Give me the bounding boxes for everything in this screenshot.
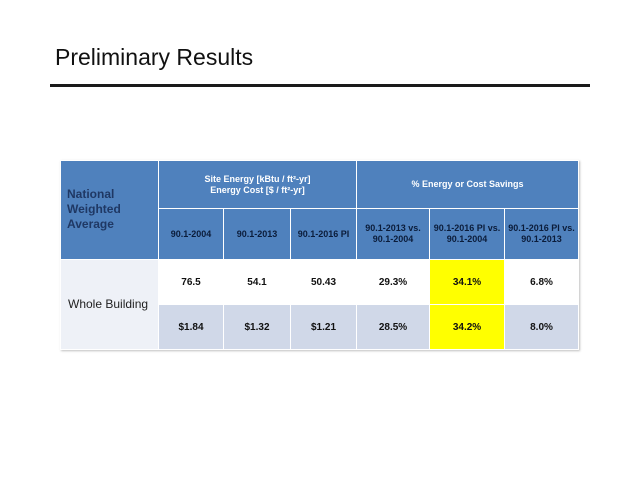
table-cell: $1.32 — [223, 304, 291, 350]
title-underline — [50, 84, 590, 87]
row-label: Whole Building — [60, 259, 159, 350]
column-header: 90.1-2016 PI vs. 90.1-2013 — [504, 208, 580, 260]
group-header-line: Energy Cost [$ / ft²-yr] — [210, 184, 305, 195]
column-header-line: 90.1-2016 PI vs. — [508, 223, 575, 233]
corner-label-line: Weighted — [67, 202, 121, 216]
column-header: 90.1-2013 — [223, 208, 291, 260]
table-row: Whole Building 76.5 54.1 50.43 29.3% 34.… — [60, 259, 580, 350]
column-header-line: 90.1-2016 PI vs. — [433, 223, 501, 233]
table-row: $1.84 $1.32 $1.21 28.5% 34.2% 8.0% — [61, 304, 580, 350]
table-cell: 50.43 — [289, 259, 358, 305]
table-corner-header: National Weighted Average — [60, 160, 159, 260]
highlighted-cell: 34.2% — [429, 304, 506, 350]
column-header-line: 90.1-2013 vs. — [365, 223, 421, 233]
group-header-savings: % Energy or Cost Savings — [356, 160, 580, 209]
table-cell: 29.3% — [356, 259, 431, 305]
group-header-site-energy: Site Energy [kBtu / ft²-yr] Energy Cost … — [157, 160, 358, 209]
table-cell: 76.5 — [158, 259, 224, 305]
results-table: National Weighted Average Site Energy [k… — [60, 160, 580, 350]
table-cell: $1.84 — [158, 304, 224, 350]
slide-title: Preliminary Results — [55, 44, 254, 70]
group-header-line: Site Energy [kBtu / ft²-yr] — [204, 173, 311, 184]
column-header: 90.1-2004 — [158, 208, 224, 260]
table-cell: 28.5% — [356, 304, 431, 350]
highlighted-cell: 34.1% — [429, 259, 506, 305]
column-header-line: 90.1-2004 — [170, 228, 212, 239]
corner-label-line: National — [67, 187, 115, 201]
table-cell: 54.1 — [223, 259, 291, 305]
column-header-line: 90.1-2004 — [372, 234, 414, 244]
column-header-line: 90.1-2013 — [521, 234, 562, 244]
column-header-line: 90.1-2016 PI — [297, 228, 350, 239]
column-header: 90.1-2013 vs. 90.1-2004 — [356, 208, 431, 260]
table-cell: 6.8% — [504, 259, 580, 305]
corner-label-line: Average — [67, 217, 114, 231]
table-cell: $1.21 — [289, 304, 358, 350]
table-cell: 8.0% — [504, 304, 580, 350]
column-header-line: 90.1-2013 — [236, 228, 278, 239]
column-header-line: 90.1-2004 — [446, 234, 488, 244]
column-header: 90.1-2016 PI vs. 90.1-2004 — [429, 208, 506, 260]
column-header: 90.1-2016 PI — [289, 208, 358, 260]
